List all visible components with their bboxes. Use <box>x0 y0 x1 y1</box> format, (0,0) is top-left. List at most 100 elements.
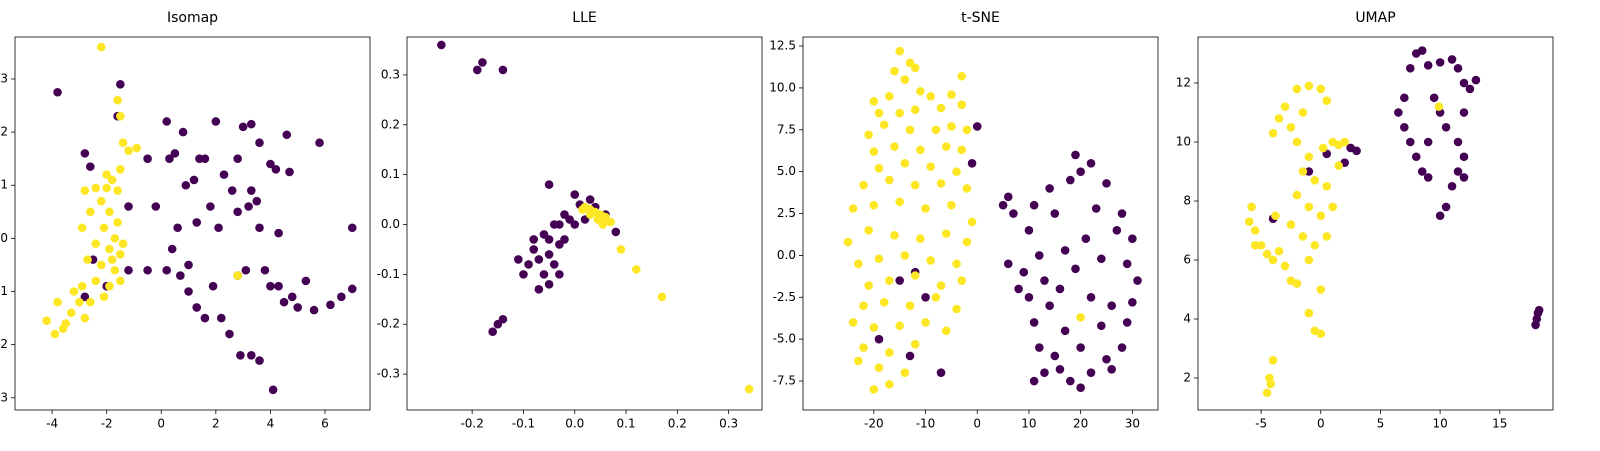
point <box>53 87 62 97</box>
point <box>879 298 889 307</box>
point <box>910 105 920 114</box>
point <box>1268 255 1278 265</box>
point <box>1453 63 1463 73</box>
subplot-title: Isomap <box>167 10 218 26</box>
point <box>1459 173 1469 182</box>
point <box>864 281 873 290</box>
y-tick-label: 10.0 <box>769 80 796 94</box>
point <box>1352 146 1361 156</box>
point <box>1280 261 1290 271</box>
x-tick-label: 2 <box>212 417 220 431</box>
point <box>1071 264 1080 274</box>
y-tick-label: -1 <box>0 284 8 298</box>
point <box>1334 161 1343 170</box>
x-tick-label: -10 <box>916 417 936 431</box>
point <box>1076 167 1085 176</box>
point <box>1045 184 1054 193</box>
point <box>905 301 915 310</box>
point <box>885 276 894 285</box>
point <box>534 255 544 264</box>
point <box>1024 292 1034 302</box>
y-tick-label: -3 <box>0 390 8 404</box>
point <box>116 165 125 174</box>
x-tick-label: -2 <box>101 417 113 431</box>
y-tick-label: -0.3 <box>377 367 400 381</box>
point <box>1292 137 1302 147</box>
point <box>1019 267 1029 277</box>
y-tick-label: 2 <box>0 125 8 139</box>
y-tick-label: 0.2 <box>381 117 400 131</box>
y-tick-label: -5.0 <box>773 332 796 346</box>
point <box>96 260 106 270</box>
point <box>1117 343 1127 352</box>
point <box>1102 179 1111 188</box>
point <box>1262 249 1272 259</box>
point <box>118 239 128 248</box>
y-tick-label: 4 <box>1183 311 1191 325</box>
y-tick-label: 1 <box>0 178 8 192</box>
point <box>555 270 564 279</box>
point <box>1304 152 1314 162</box>
point <box>1060 326 1070 336</box>
point <box>1060 246 1070 255</box>
point <box>124 202 133 211</box>
point <box>102 183 111 193</box>
point <box>247 186 256 195</box>
point <box>233 271 242 280</box>
point <box>208 281 218 291</box>
point <box>926 256 936 265</box>
point <box>1040 276 1049 285</box>
point <box>227 186 237 195</box>
y-tick-label: 8 <box>1183 194 1191 208</box>
point <box>890 142 899 151</box>
point <box>1322 96 1332 106</box>
point <box>1122 259 1132 269</box>
point <box>1055 284 1065 294</box>
point <box>1250 226 1260 235</box>
point <box>585 195 595 204</box>
point <box>1292 84 1302 94</box>
point <box>1128 298 1137 307</box>
point <box>113 218 122 227</box>
point <box>1102 354 1111 364</box>
y-tick-label: 3 <box>0 71 8 85</box>
point <box>869 385 879 394</box>
point <box>498 314 508 324</box>
point <box>102 170 111 179</box>
point <box>1014 284 1023 294</box>
point <box>86 162 95 171</box>
point <box>1055 364 1065 374</box>
point <box>437 40 446 50</box>
point <box>1298 108 1308 117</box>
y-tick-label: 0.3 <box>381 67 400 81</box>
axes-frame <box>406 36 763 411</box>
point <box>165 154 174 163</box>
point <box>941 142 951 151</box>
point <box>274 228 283 238</box>
point <box>1271 211 1280 221</box>
point <box>1040 368 1049 377</box>
point <box>1050 351 1060 361</box>
point <box>347 223 357 233</box>
point <box>113 186 122 195</box>
point <box>874 108 884 118</box>
point <box>143 154 152 163</box>
point <box>578 205 587 214</box>
point <box>1247 202 1256 212</box>
point <box>200 154 210 163</box>
point <box>105 207 114 217</box>
point <box>874 254 884 264</box>
point <box>50 329 60 339</box>
point <box>1405 63 1415 73</box>
x-tick-label: 0 <box>973 417 981 431</box>
point <box>616 245 626 254</box>
point <box>91 276 101 286</box>
point <box>843 237 853 247</box>
axes-frame <box>802 36 1159 411</box>
point <box>1268 128 1278 138</box>
point <box>173 223 182 233</box>
x-tick-label: -4 <box>46 417 58 431</box>
point <box>1066 175 1075 185</box>
point <box>874 363 884 372</box>
